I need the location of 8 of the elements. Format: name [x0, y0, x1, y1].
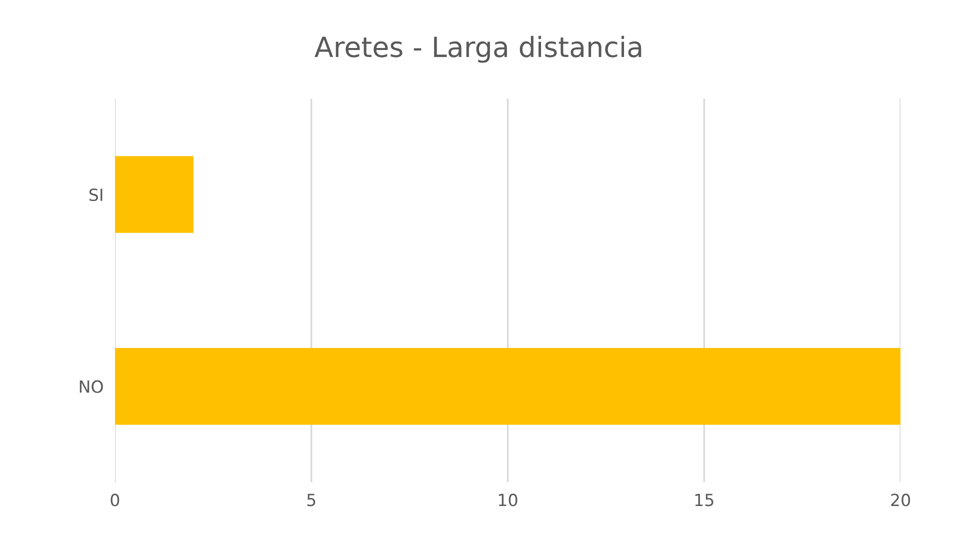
x-tick-label: 10: [498, 494, 518, 506]
x-tick-label: 0: [110, 494, 120, 506]
chart-title: Aretes - Larga distancia: [314, 36, 642, 63]
x-tick-label: 5: [307, 494, 316, 506]
x-tick-label: 15: [695, 494, 714, 506]
y-tick-label: NO: [80, 380, 103, 393]
y-tick-label: SI: [89, 188, 102, 202]
x-tick-label: 20: [891, 494, 910, 506]
